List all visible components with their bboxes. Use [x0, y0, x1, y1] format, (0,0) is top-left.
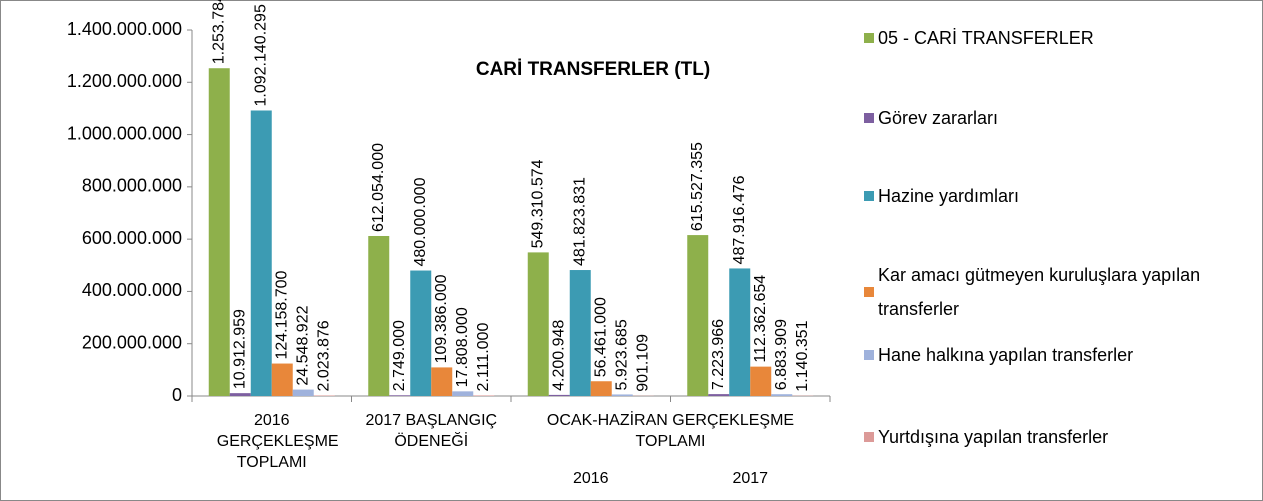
data-label: 1.140.351	[794, 320, 811, 391]
bar	[250, 110, 272, 396]
data-label: 112.362.654	[752, 275, 769, 363]
bar	[229, 393, 251, 396]
data-label: 549.310.574	[529, 159, 546, 248]
data-label: 2.111.000	[475, 323, 492, 392]
legend-label: Hane halkına yapılan transferler	[878, 345, 1134, 365]
bar	[452, 391, 474, 396]
legend-label: Kar amacı gütmeyen kuruluşlara yapılan t…	[878, 265, 1201, 319]
data-label: 487.916.476	[731, 175, 748, 264]
y-tick-label: 1.400.000.000	[67, 19, 182, 39]
data-label: 480.000.000	[412, 177, 429, 266]
y-tick-label: 600.000.000	[82, 228, 182, 248]
bar	[569, 270, 591, 396]
bar	[729, 268, 751, 396]
bar	[313, 395, 335, 396]
legend-swatch	[864, 191, 874, 201]
y-tick-label: 0	[172, 385, 182, 405]
data-label: 2.023.876	[315, 320, 332, 391]
legend-label: Görev zararları	[878, 108, 999, 128]
chart-title: CARİ TRANSFERLER (TL)	[476, 59, 710, 80]
y-tick-label: 200.000.000	[82, 332, 182, 352]
legend-swatch	[864, 350, 874, 360]
data-label: 2.749.000	[391, 320, 408, 391]
bar	[708, 394, 730, 396]
x-group-label: OCAK-HAZİRAN GERÇEKLEŞME TOPLAMI	[546, 412, 795, 450]
bar	[292, 389, 314, 396]
y-tick-label: 800.000.000	[82, 176, 182, 196]
bar	[527, 252, 549, 396]
legend-label: Hazine yardımları	[878, 186, 1020, 206]
y-tick-label: 1.000.000.000	[67, 123, 182, 143]
data-label: 5.923.685	[613, 319, 630, 390]
legend-swatch	[864, 33, 874, 43]
legend-label: Yurtdışına yapılan transferler	[878, 427, 1109, 447]
data-label: 481.823.831	[571, 177, 588, 266]
legend-swatch	[864, 287, 874, 297]
y-tick-label: 1.200.000.000	[67, 71, 182, 91]
x-tick-label: 2016 GERÇEKLEŞME TOPLAMI	[216, 412, 339, 471]
legend-swatch	[864, 113, 874, 123]
y-tick-label: 400.000.000	[82, 280, 182, 300]
bar	[410, 270, 432, 396]
data-label: 109.386.000	[433, 274, 450, 363]
data-label: 10.912.959	[231, 309, 248, 389]
legend-label: 05 - CARİ TRANSFERLER	[878, 28, 1094, 48]
data-label: 124.158.700	[273, 270, 290, 359]
data-label: 1.253.784.752	[210, 0, 227, 64]
bar	[208, 68, 230, 396]
bar	[473, 395, 495, 396]
data-label: 7.223.966	[710, 319, 727, 390]
legend-swatch	[864, 432, 874, 442]
bar	[271, 363, 293, 396]
data-label: 901.109	[634, 334, 651, 392]
bar	[611, 394, 633, 396]
bar	[548, 394, 570, 396]
data-label: 17.808.000	[454, 307, 471, 387]
bar	[431, 367, 453, 396]
data-label: 6.883.909	[773, 319, 790, 390]
bar	[368, 235, 390, 396]
x-tick-label: 2017	[732, 470, 769, 487]
data-label: 24.548.922	[294, 305, 311, 385]
data-label: 612.054.000	[370, 143, 387, 232]
data-label: 615.527.355	[689, 142, 706, 231]
x-tick-label: 2016	[572, 470, 609, 487]
data-label: 56.461.000	[592, 297, 609, 377]
bar	[389, 395, 411, 396]
bar	[771, 394, 793, 396]
bar	[750, 366, 772, 396]
data-label: 4.200.948	[550, 320, 567, 391]
bar	[687, 235, 709, 396]
bar	[590, 381, 612, 396]
x-tick-label: 2017 BAŞLANGIÇ ÖDENEĞİ	[365, 412, 498, 450]
data-label: 1.092.140.295	[252, 4, 269, 106]
